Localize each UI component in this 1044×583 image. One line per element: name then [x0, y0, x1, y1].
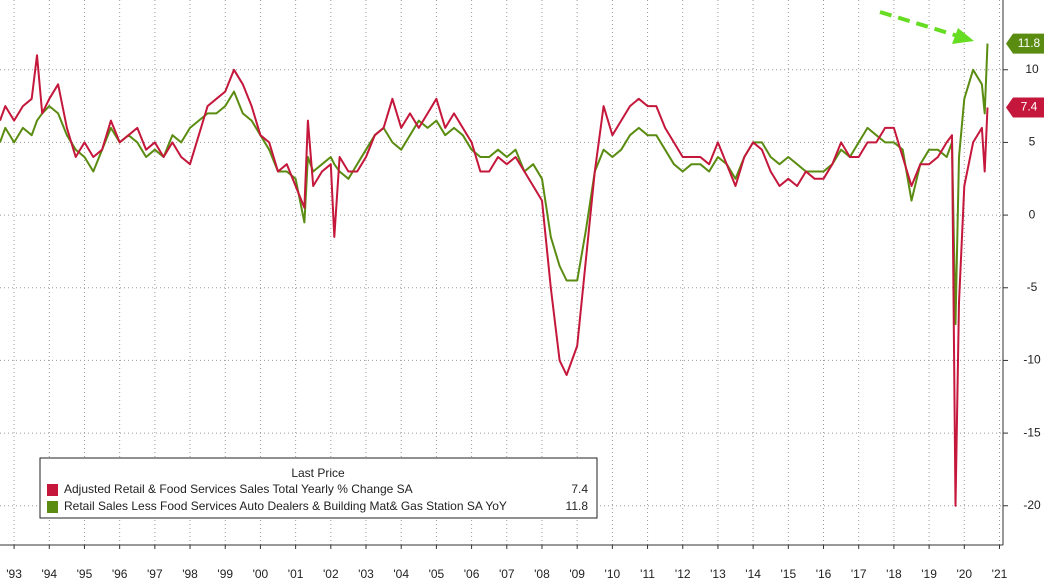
- x-tick-label: '15: [781, 567, 797, 581]
- x-tick-label: '14: [745, 567, 761, 581]
- x-tick-label: '09: [569, 567, 585, 581]
- x-tick-label: '07: [499, 567, 515, 581]
- grid: [0, 0, 1003, 545]
- legend-label: Retail Sales Less Food Services Auto Dea…: [64, 499, 507, 513]
- x-tick-label: '94: [41, 567, 57, 581]
- legend-swatch: [47, 501, 58, 513]
- legend: Last Price Adjusted Retail & Food Service…: [39, 457, 598, 519]
- y-tick-label: -20: [1023, 498, 1041, 512]
- series-line: [0, 54, 989, 507]
- x-tick-label: '02: [323, 567, 339, 581]
- x-tick-label: '99: [217, 567, 233, 581]
- x-tick-label: '10: [605, 567, 621, 581]
- last-value-tag: [1006, 97, 1044, 118]
- y-tick-label: 0: [1029, 207, 1036, 221]
- x-tick-label: '20: [956, 567, 972, 581]
- x-tick-label: '21: [992, 567, 1008, 581]
- x-tick-label: '95: [77, 567, 93, 581]
- x-tick-label: '06: [464, 567, 480, 581]
- x-tick-label: '13: [710, 567, 726, 581]
- y-tick-label: 10: [1025, 62, 1039, 76]
- x-tick-label: '11: [640, 567, 655, 581]
- x-tick-label: '12: [675, 567, 691, 581]
- x-tick-label: '04: [393, 567, 409, 581]
- legend-value: 7.4: [571, 482, 588, 496]
- y-tick-label: 5: [1029, 135, 1036, 149]
- y-tick-label: -15: [1023, 425, 1041, 439]
- x-tick-label: '98: [182, 567, 198, 581]
- x-tick-label: '03: [358, 567, 374, 581]
- y-tick-label: -10: [1023, 353, 1041, 367]
- x-tick-label: '05: [429, 567, 445, 581]
- y-tick-label: -5: [1027, 280, 1038, 294]
- x-tick-label: '18: [886, 567, 902, 581]
- legend-swatch: [47, 484, 58, 496]
- x-tick-label: '96: [112, 567, 128, 581]
- x-tick-label: '16: [816, 567, 832, 581]
- x-tick-label: '08: [534, 567, 550, 581]
- x-tick-label: '93: [6, 567, 22, 581]
- series-line: [0, 43, 989, 326]
- legend-title: Last Price: [291, 466, 345, 480]
- legend-label: Adjusted Retail & Food Services Sales To…: [64, 482, 413, 496]
- x-tick-label: '19: [921, 567, 937, 581]
- x-tick-label: '17: [851, 567, 867, 581]
- last-value-label: 11.8: [1018, 36, 1041, 50]
- legend-box: [39, 457, 598, 519]
- x-tick-label: '97: [147, 567, 163, 581]
- last-value-tag: [1006, 33, 1044, 54]
- last-value-label: 7.4: [1021, 100, 1038, 114]
- x-tick-label: '01: [288, 567, 304, 581]
- highlight-arrow: [879, 10, 974, 44]
- legend-value: 11.8: [566, 499, 589, 513]
- x-tick-label: '00: [253, 567, 269, 581]
